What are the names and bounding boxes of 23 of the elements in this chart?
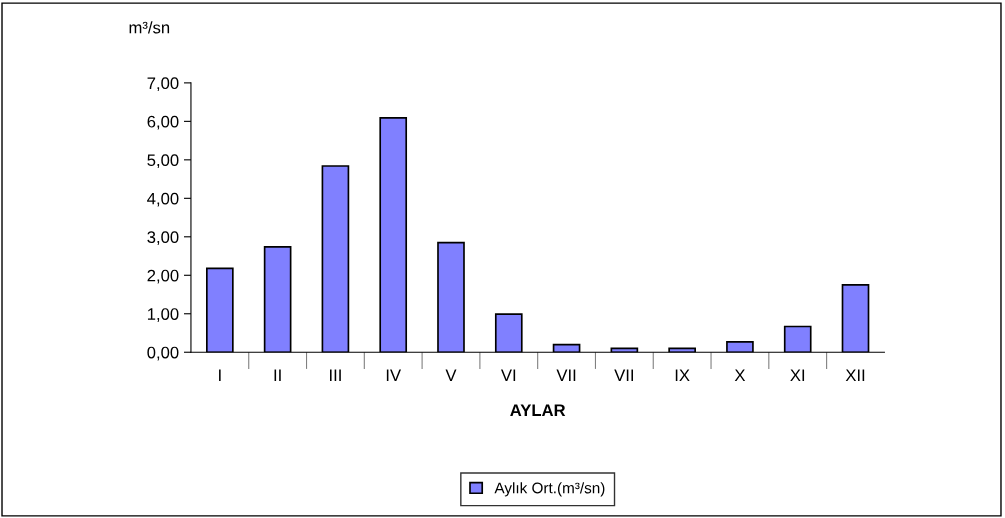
x-axis-title: AYLAR [510, 404, 566, 416]
x-tick-label: III [330, 369, 341, 381]
y-tick-label: 0,00 [147, 346, 179, 361]
x-tick-label: XI [790, 369, 805, 381]
x-tick-label: I [219, 369, 221, 381]
x-tick-label: V [445, 369, 457, 381]
y-axis-title: m³/sn [129, 21, 170, 34]
y-tick-label: 2,00 [147, 269, 179, 284]
x-tick-label: VI [500, 369, 516, 381]
x-tick-label: II [274, 369, 281, 381]
x-tick-label: XII [845, 369, 865, 381]
y-tick-label: 1,00 [147, 308, 179, 322]
y-tick-label: 4,00 [147, 192, 179, 207]
y-tick-label: 5,00 [147, 154, 179, 169]
x-tick-label: IX [675, 369, 690, 381]
y-tick-label: 3,00 [147, 231, 179, 245]
x-tick-label: VII [556, 369, 576, 381]
y-tick-label: 7,00 [147, 77, 179, 92]
x-tick-label: IV [386, 369, 402, 381]
y-tick-label: 6,00 [147, 115, 179, 130]
x-tick-label: VII [614, 369, 634, 381]
x-tick-label: X [734, 369, 746, 381]
legend-label: Aylık Ort.(m³/sn) [494, 482, 605, 497]
